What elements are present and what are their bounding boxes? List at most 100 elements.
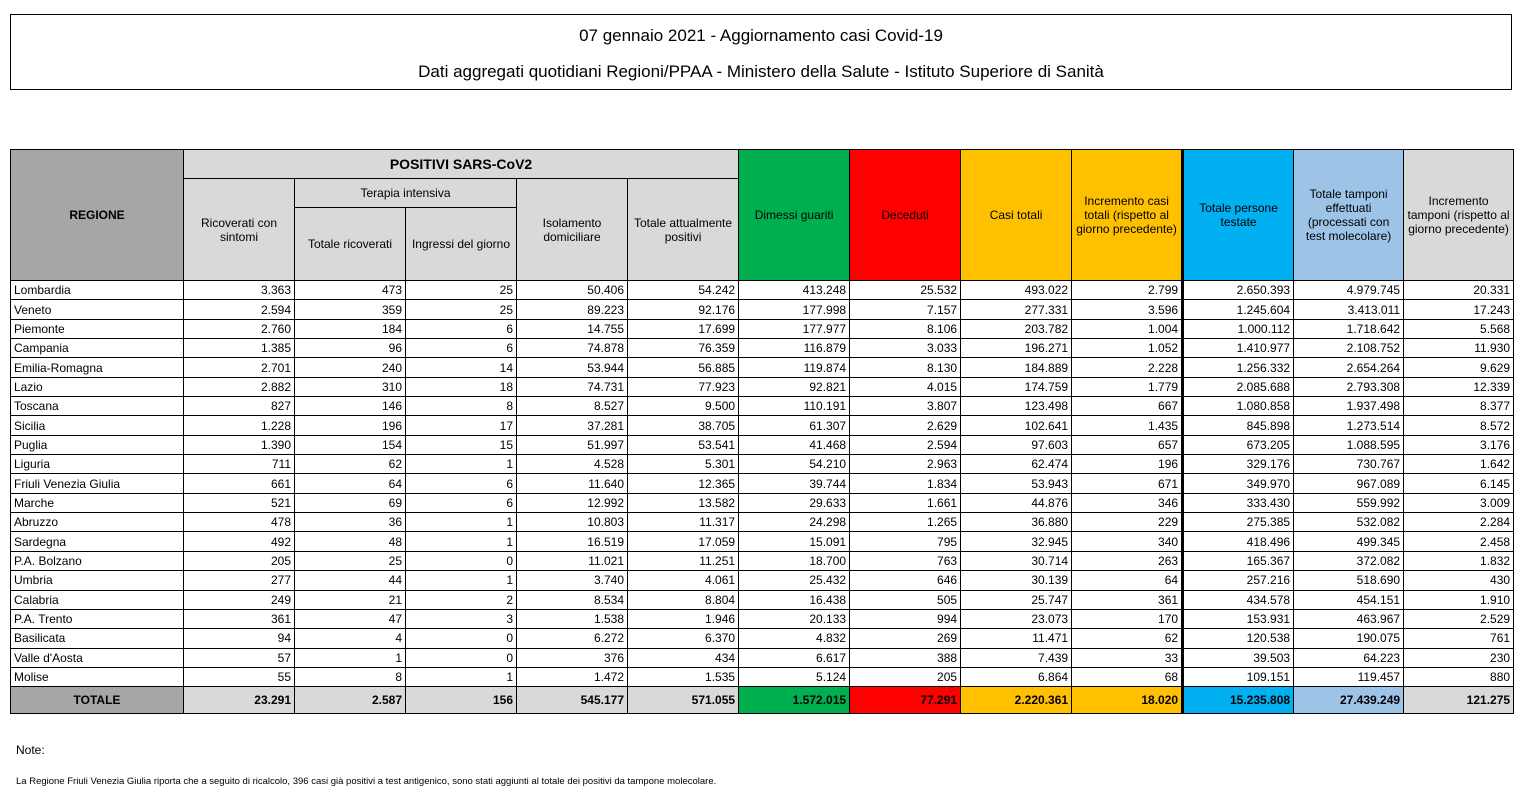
- cell-incremento-casi: 68: [1071, 666, 1184, 688]
- cell-ingressi: 3: [405, 608, 517, 630]
- cell-totale-positivi: 17.059: [626, 531, 740, 552]
- cell-dimessi: 177.977: [738, 318, 851, 340]
- cell-totale-positivi: 92.176: [626, 299, 740, 320]
- cell-casi-totali: 30.139: [960, 570, 1073, 591]
- cell-ingressi: 25: [405, 299, 517, 320]
- cell-ingressi: 6: [405, 473, 517, 494]
- cell-totale-ricoverati: 196: [294, 415, 406, 436]
- cell-ingressi: 1: [405, 666, 517, 688]
- table-row: Lazio 2.882 310 18 74.731 77.923 92.821 4.015 17…: [10, 376, 1515, 398]
- cell-tamponi: 532.082: [1293, 512, 1405, 533]
- cell-deceduti: 1.661: [849, 492, 962, 514]
- cell-totale-positivi: 56.885: [626, 357, 740, 378]
- cell-incremento-tamponi: 1.642: [1403, 454, 1515, 475]
- cell-region-name: Emilia-Romagna: [10, 357, 184, 378]
- cell-isolamento: 12.992: [516, 492, 628, 514]
- cell-casi-totali: 123.498: [960, 396, 1073, 417]
- cell-incremento-tamponi: 2.458: [1403, 531, 1515, 552]
- total-ingressi: 156: [405, 686, 517, 715]
- header-dimessi: Dimessi guariti: [738, 149, 851, 281]
- cell-incremento-casi: 1.052: [1071, 338, 1184, 359]
- cell-ricoverati: 205: [183, 550, 295, 572]
- header-isolamento: Isolamento domiciliare: [516, 178, 628, 281]
- cell-totale-positivi: 5.301: [626, 454, 740, 475]
- cell-tamponi: 1.088.595: [1293, 434, 1405, 456]
- covid-data-table: REGIONE POSITIVI SARS-CoV2 Dimessi guari…: [10, 149, 1515, 715]
- cell-ingressi: 6: [405, 318, 517, 340]
- cell-totale-ricoverati: 473: [294, 279, 406, 301]
- cell-totale-ricoverati: 62: [294, 454, 406, 475]
- cell-isolamento: 89.223: [516, 299, 628, 320]
- cell-casi-totali: 32.945: [960, 531, 1073, 552]
- cell-totale-positivi: 38.705: [626, 415, 740, 436]
- cell-ricoverati: 277: [183, 570, 295, 591]
- cell-ricoverati: 361: [183, 608, 295, 630]
- cell-tamponi: 2.108.752: [1293, 338, 1405, 359]
- cell-ricoverati: 711: [183, 454, 295, 475]
- cell-dimessi: 16.438: [738, 589, 851, 610]
- cell-ricoverati: 521: [183, 492, 295, 514]
- cell-isolamento: 10.803: [516, 512, 628, 533]
- cell-region-name: Friuli Venezia Giulia: [10, 473, 184, 494]
- notes-text: La Regione Friuli Venezia Giulia riporta…: [16, 776, 717, 787]
- cell-totale-positivi: 434: [626, 647, 740, 668]
- table-row: Sardegna 492 48 1 16.519 17.059 15.091 795 32.94…: [10, 531, 1515, 552]
- cell-ingressi: 18: [405, 376, 517, 398]
- table-row: Molise 55 8 1 1.472 1.535 5.124 205 6.864 68 109.1…: [10, 666, 1515, 688]
- table-row: Puglia 1.390 154 15 51.997 53.541 41.468 2.594 9…: [10, 434, 1515, 456]
- cell-isolamento: 3.740: [516, 570, 628, 591]
- total-dimessi: 1.572.015: [738, 686, 851, 715]
- cell-totale-ricoverati: 48: [294, 531, 406, 552]
- cell-isolamento: 14.755: [516, 318, 628, 340]
- notes-heading: Note:: [16, 743, 45, 757]
- cell-ingressi: 15: [405, 434, 517, 456]
- cell-tamponi: 1.273.514: [1293, 415, 1405, 436]
- cell-dimessi: 18.700: [738, 550, 851, 572]
- cell-isolamento: 1.472: [516, 666, 628, 688]
- cell-dimessi: 61.307: [738, 415, 851, 436]
- cell-persone-testate: 2.650.393: [1181, 279, 1295, 301]
- cell-ricoverati: 2.594: [183, 299, 295, 320]
- cell-totale-ricoverati: 69: [294, 492, 406, 514]
- cell-persone-testate: 1.080.858: [1181, 396, 1295, 417]
- table-row: Basilicata 94 4 0 6.272 6.370 4.832 269 11.471 62…: [10, 628, 1515, 649]
- cell-totale-ricoverati: 36: [294, 512, 406, 533]
- cell-incremento-casi: 671: [1071, 473, 1184, 494]
- total-deceduti: 77.291: [849, 686, 962, 715]
- cell-totale-positivi: 9.500: [626, 396, 740, 417]
- cell-persone-testate: 2.085.688: [1181, 376, 1295, 398]
- cell-deceduti: 1.265: [849, 512, 962, 533]
- cell-deceduti: 7.157: [849, 299, 962, 320]
- cell-ricoverati: 3.363: [183, 279, 295, 301]
- cell-ingressi: 25: [405, 279, 517, 301]
- header-tamponi: Totale tamponi effettuati (processati co…: [1293, 149, 1405, 281]
- cell-isolamento: 6.272: [516, 628, 628, 649]
- cell-deceduti: 388: [849, 647, 962, 668]
- cell-region-name: Veneto: [10, 299, 184, 320]
- cell-dimessi: 110.191: [738, 396, 851, 417]
- cell-dimessi: 4.832: [738, 628, 851, 649]
- cell-incremento-casi: 263: [1071, 550, 1184, 572]
- cell-totale-positivi: 77.923: [626, 376, 740, 398]
- cell-deceduti: 8.130: [849, 357, 962, 378]
- cell-incremento-casi: 667: [1071, 396, 1184, 417]
- cell-ricoverati: 661: [183, 473, 295, 494]
- total-region-name: TOTALE: [10, 686, 184, 715]
- cell-incremento-tamponi: 8.572: [1403, 415, 1515, 436]
- cell-dimessi: 54.210: [738, 454, 851, 475]
- cell-persone-testate: 1.000.112: [1181, 318, 1295, 340]
- total-incremento-tamponi: 121.275: [1403, 686, 1515, 715]
- cell-casi-totali: 25.747: [960, 589, 1073, 610]
- cell-deceduti: 269: [849, 628, 962, 649]
- cell-incremento-tamponi: 9.629: [1403, 357, 1515, 378]
- cell-tamponi: 730.767: [1293, 454, 1405, 475]
- cell-totale-ricoverati: 310: [294, 376, 406, 398]
- cell-isolamento: 16.519: [516, 531, 628, 552]
- cell-ingressi: 6: [405, 492, 517, 514]
- cell-isolamento: 1.538: [516, 608, 628, 630]
- cell-incremento-tamponi: 2.284: [1403, 512, 1515, 533]
- cell-casi-totali: 196.271: [960, 338, 1073, 359]
- cell-persone-testate: 275.385: [1181, 512, 1295, 533]
- cell-persone-testate: 1.245.604: [1181, 299, 1295, 320]
- cell-incremento-tamponi: 3.176: [1403, 434, 1515, 456]
